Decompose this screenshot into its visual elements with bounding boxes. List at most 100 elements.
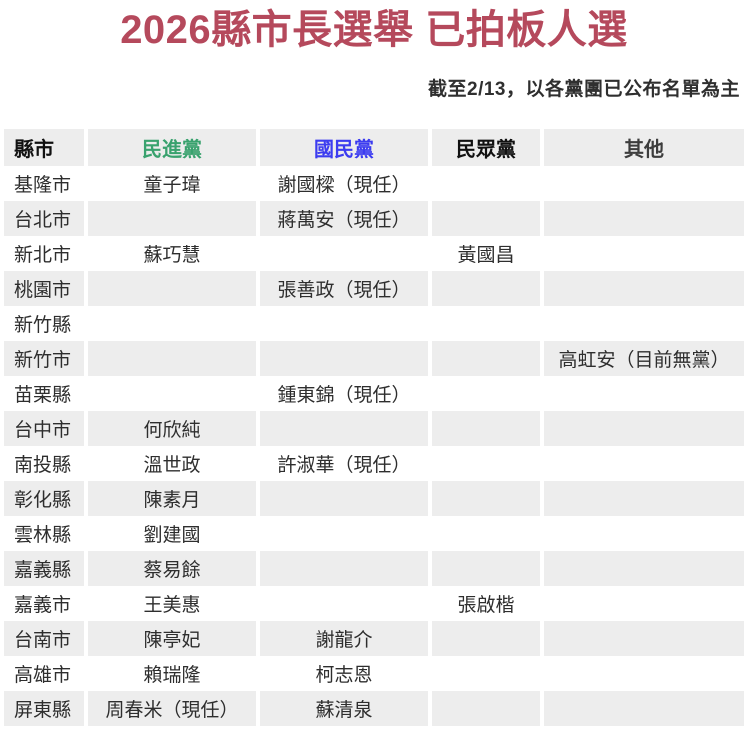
cell-kmt-candidate: 許淑華（現任）	[277, 455, 411, 476]
table-body: 基隆市 童子瑋 謝國樑（現任） 台北市 蔣萬安（現任） 新北市 蘇巧慧 黃國昌 …	[4, 166, 744, 726]
table-row: 苗栗縣 鍾東錦（現任）	[4, 376, 744, 411]
cell-other-candidate	[544, 621, 744, 656]
cell-tpp-candidate	[432, 306, 540, 341]
cell-county: 新北市	[14, 245, 72, 266]
table-row: 新北市 蘇巧慧 黃國昌	[4, 236, 744, 271]
cell-kmt-candidate: 謝龍介	[260, 621, 428, 656]
cell-county: 高雄市	[14, 665, 72, 686]
cell-dpp-candidate: 賴瑞隆	[143, 665, 201, 686]
cell-kmt-candidate: 張善政（現任）	[260, 271, 428, 306]
cell-other-candidate	[544, 516, 744, 551]
cell-tpp-candidate	[432, 481, 540, 516]
column-header-other: 其他	[544, 129, 744, 166]
cell-tpp-candidate	[432, 376, 540, 411]
cell-kmt-candidate	[260, 516, 428, 551]
cell-dpp-candidate: 劉建國	[143, 525, 201, 546]
page-title: 2026縣市長選舉 已拍板人選	[120, 8, 628, 52]
column-header-tpp: 民眾黨	[432, 129, 540, 166]
cell-county: 新竹縣	[14, 315, 72, 336]
table-row: 台南市 陳亭妃 謝龍介	[4, 621, 744, 656]
header-row: 縣市 民進黨 國民黨 民眾黨 其他	[4, 129, 744, 166]
cell-other-candidate	[544, 481, 744, 516]
table-row: 新竹市 高虹安（目前無黨）	[4, 341, 744, 376]
page-subtitle: 截至2/13，以各黨團已公布名單為主	[428, 79, 740, 100]
table-header: 縣市 民進黨 國民黨 民眾黨 其他	[4, 129, 744, 166]
cell-other-candidate	[544, 201, 744, 236]
cell-county: 屏東縣	[4, 691, 84, 726]
cell-tpp-candidate	[432, 446, 540, 481]
cell-county: 新竹市	[4, 341, 84, 376]
cell-other-candidate	[544, 446, 744, 481]
candidates-table: 縣市 民進黨 國民黨 民眾黨 其他 基隆市 童子瑋 謝國樑（現任） 台北市 蔣萬…	[0, 129, 748, 726]
table-row: 桃園市 張善政（現任）	[4, 271, 744, 306]
cell-kmt-candidate	[260, 481, 428, 516]
cell-kmt-candidate: 鍾東錦（現任）	[277, 385, 411, 406]
cell-tpp-candidate	[432, 201, 540, 236]
cell-county: 苗栗縣	[14, 385, 72, 406]
cell-kmt-candidate	[260, 236, 428, 271]
cell-kmt-candidate	[260, 586, 428, 621]
cell-dpp-candidate	[88, 341, 256, 376]
cell-dpp-candidate	[88, 306, 256, 341]
cell-dpp-candidate: 溫世政	[143, 455, 201, 476]
table-row: 高雄市 賴瑞隆 柯志恩	[4, 656, 744, 691]
column-header-kmt: 國民黨	[260, 129, 428, 166]
cell-other-candidate	[544, 691, 744, 726]
cell-other-candidate: 高虹安（目前無黨）	[544, 341, 744, 376]
cell-county: 台南市	[4, 621, 84, 656]
table-row: 台中市 何欣純	[4, 411, 744, 446]
cell-tpp-candidate	[432, 271, 540, 306]
cell-county: 嘉義縣	[4, 551, 84, 586]
cell-dpp-candidate	[88, 271, 256, 306]
cell-tpp-candidate	[432, 691, 540, 726]
cell-dpp-candidate	[88, 376, 256, 411]
table-row: 新竹縣	[4, 306, 744, 341]
cell-other-candidate	[544, 656, 744, 691]
infographic-page: 2026縣市長選舉 已拍板人選 截至2/13，以各黨團已公布名單為主 縣市 民進…	[0, 6, 748, 748]
cell-county: 台中市	[4, 411, 84, 446]
cell-tpp-candidate	[432, 551, 540, 586]
cell-tpp-candidate	[432, 166, 540, 201]
cell-dpp-candidate: 何欣純	[88, 411, 256, 446]
cell-tpp-candidate	[432, 411, 540, 446]
cell-dpp-candidate: 陳亭妃	[88, 621, 256, 656]
cell-dpp-candidate: 陳素月	[88, 481, 256, 516]
cell-tpp-candidate	[432, 656, 540, 691]
cell-county: 彰化縣	[4, 481, 84, 516]
cell-dpp-candidate: 周春米（現任）	[88, 691, 256, 726]
table-row: 彰化縣 陳素月	[4, 481, 744, 516]
table-row: 屏東縣 周春米（現任） 蘇清泉	[4, 691, 744, 726]
table-row: 台北市 蔣萬安（現任）	[4, 201, 744, 236]
column-header-dpp: 民進黨	[88, 129, 256, 166]
cell-county: 嘉義市	[14, 595, 72, 616]
cell-county: 南投縣	[14, 455, 72, 476]
cell-county: 基隆市	[14, 175, 72, 196]
column-header-county: 縣市	[4, 129, 84, 166]
cell-dpp-candidate	[88, 201, 256, 236]
cell-county: 台北市	[4, 201, 84, 236]
cell-other-candidate	[544, 551, 744, 586]
cell-other-candidate	[544, 166, 744, 201]
cell-kmt-candidate: 蔣萬安（現任）	[260, 201, 428, 236]
cell-other-candidate	[544, 411, 744, 446]
cell-other-candidate	[544, 376, 744, 411]
cell-kmt-candidate	[260, 341, 428, 376]
cell-tpp-candidate: 黃國昌	[457, 245, 515, 266]
cell-tpp-candidate	[432, 516, 540, 551]
cell-tpp-candidate	[432, 621, 540, 656]
cell-kmt-candidate	[260, 551, 428, 586]
table-row: 嘉義縣 蔡易餘	[4, 551, 744, 586]
cell-other-candidate	[544, 271, 744, 306]
cell-other-candidate	[544, 586, 744, 621]
cell-dpp-candidate: 蔡易餘	[88, 551, 256, 586]
cell-dpp-candidate: 王美惠	[143, 595, 201, 616]
table-row: 雲林縣 劉建國	[4, 516, 744, 551]
cell-kmt-candidate	[260, 306, 428, 341]
table-row: 嘉義市 王美惠 張啟楷	[4, 586, 744, 621]
cell-dpp-candidate: 童子瑋	[143, 175, 201, 196]
table-row: 南投縣 溫世政 許淑華（現任）	[4, 446, 744, 481]
cell-kmt-candidate: 蘇清泉	[260, 691, 428, 726]
table-row: 基隆市 童子瑋 謝國樑（現任）	[4, 166, 744, 201]
cell-county: 雲林縣	[14, 525, 72, 546]
cell-kmt-candidate: 柯志恩	[315, 665, 373, 686]
